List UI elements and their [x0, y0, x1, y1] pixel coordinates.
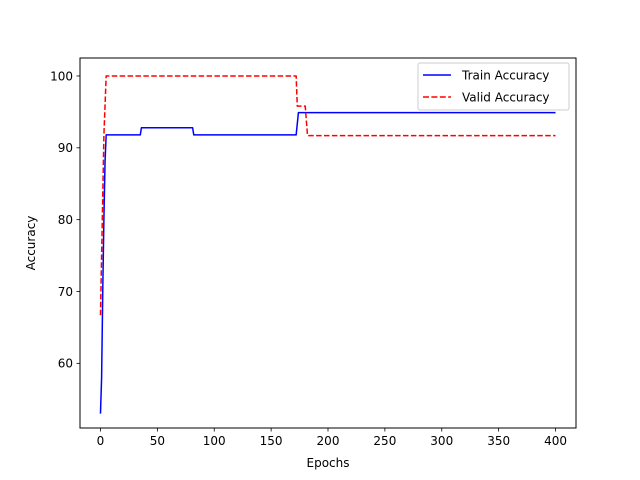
y-tick-label: 70: [58, 285, 73, 299]
y-axis-label: Accuracy: [24, 216, 38, 271]
legend: Train Accuracy Valid Accuracy: [417, 62, 570, 111]
x-tick-label: 300: [430, 434, 453, 448]
y-tick-label: 90: [58, 141, 73, 155]
y-tick-label: 80: [58, 213, 73, 227]
x-tick-label: 50: [150, 434, 165, 448]
legend-label-valid-accuracy: Valid Accuracy: [462, 91, 550, 105]
series-line-train-accuracy: [99, 111, 556, 414]
legend-label-train-accuracy: Train Accuracy: [461, 69, 549, 83]
x-tick-label: 150: [260, 434, 283, 448]
plot-lines: [99, 75, 556, 414]
x-axis-label: Epochs: [307, 456, 350, 470]
x-tick-label: 400: [544, 434, 567, 448]
y-tick-label: 60: [58, 357, 73, 371]
x-tick-label: 0: [97, 434, 105, 448]
x-tick-label: 250: [373, 434, 396, 448]
y-tick-label: 100: [50, 69, 73, 83]
legend-box: [417, 62, 570, 111]
series-line-valid-accuracy: [99, 75, 556, 316]
y-axis-ticks: 60 70 80 90 100: [50, 69, 80, 371]
x-axis-ticks: 0 50 100 150 200 250 300 350 400: [97, 428, 567, 448]
x-tick-label: 350: [487, 434, 510, 448]
x-tick-label: 200: [317, 434, 340, 448]
x-tick-label: 100: [203, 434, 226, 448]
